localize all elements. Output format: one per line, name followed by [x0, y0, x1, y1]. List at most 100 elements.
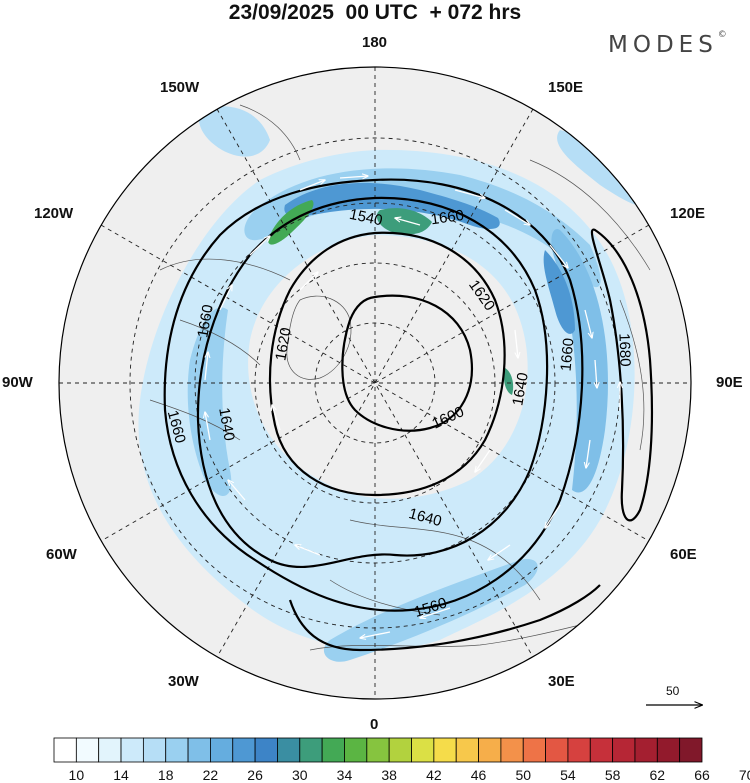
colorbar-tick-label: 34: [336, 767, 353, 783]
colorbar-cell: [165, 737, 189, 763]
contour-1620: [268, 231, 506, 497]
lon-label-120w: 120W: [34, 205, 74, 222]
lon-label-60e: 60E: [670, 546, 697, 563]
colorbar-cell: [455, 737, 479, 763]
coast-alaska: [239, 104, 301, 161]
wind-arrow: [219, 285, 232, 311]
wind-arrow: [228, 480, 246, 501]
pacific-patch: [198, 106, 270, 157]
height-contours: [163, 178, 654, 652]
wind-vectors: [205, 176, 620, 638]
colorbar-tick-label: 26: [247, 767, 263, 783]
colorbar-cell: [366, 737, 390, 763]
wind-arrow: [475, 449, 491, 472]
colorbar-cell: [545, 737, 569, 763]
colorbar-tick-label: 58: [604, 767, 621, 783]
colorbar-tick-label: 54: [560, 767, 576, 783]
colorbar-cell: [589, 737, 614, 763]
colorbar-cell: [500, 737, 524, 763]
contour-1560: [288, 584, 601, 652]
colorbar: [53, 737, 703, 763]
lon-label-120e: 120E: [670, 205, 706, 222]
colorbar-cell: [656, 737, 681, 763]
wind-arrow: [272, 405, 281, 431]
colorbar-cell: [75, 737, 100, 763]
colorbar-cell: [522, 737, 546, 763]
colorbar-tick-label: 42: [426, 767, 442, 783]
jet-core-east: [543, 250, 575, 334]
wind-arrow: [420, 607, 451, 618]
lon-label-180: 180: [362, 34, 388, 51]
wind-scale-label: 50: [666, 684, 680, 698]
colorbar-tick-label: 14: [113, 767, 129, 783]
colorbar-cell: [277, 737, 301, 763]
jet-core-green-east: [503, 368, 514, 395]
colorbar-tick-label: 70: [738, 767, 750, 783]
colorbar-tick-label: 46: [470, 767, 487, 783]
colorbar-tick-label: 66: [694, 767, 710, 783]
wind-arrow: [504, 209, 530, 225]
colorbar-cell: [254, 737, 278, 763]
lon-label-90e: 90E: [716, 374, 743, 391]
contour-label: 1660: [430, 207, 465, 228]
colorbar-tick-label: 50: [515, 767, 532, 783]
colorbar-cell: [98, 737, 122, 763]
contour-1660: [163, 178, 584, 612]
colorbar-cell: [299, 737, 323, 763]
graticule: [59, 67, 691, 699]
contour-label: 1640: [509, 371, 532, 407]
brand-name: MODES: [608, 32, 718, 58]
coast-africa: [309, 619, 601, 651]
wind-arrow: [454, 189, 485, 198]
colorbar-tick-label: 30: [291, 767, 308, 783]
wind-arrow: [205, 352, 208, 381]
colorbar-tick-label: 62: [649, 767, 666, 783]
colorbar-tick-label: 10: [68, 767, 85, 783]
colorbar-cell: [187, 737, 211, 763]
wind-arrow: [549, 244, 568, 268]
wind-arrow: [488, 544, 511, 560]
wind-arrow: [295, 545, 321, 556]
wind-arrow: [586, 439, 591, 468]
colorbar-cell: [210, 737, 234, 763]
lon-label-150e: 150E: [548, 79, 584, 96]
wind-arrow: [545, 504, 561, 528]
jet-core-dark: [284, 182, 500, 230]
wind-arrow: [395, 218, 421, 226]
lon-label-150w: 150W: [160, 79, 200, 96]
colorbar-tick-label: 38: [381, 767, 397, 783]
coast-greenland: [286, 295, 352, 380]
contour-label: 1660: [194, 303, 217, 339]
lon-label-90w: 90W: [2, 374, 33, 391]
wind-arrow: [205, 412, 211, 441]
contour-1600: [341, 294, 473, 432]
colorbar-cell: [679, 737, 703, 763]
colorbar-cell: [567, 737, 591, 763]
contour-label: 1620: [272, 326, 295, 362]
chart-title: 23/09/2025 00 UTC + 072 hrs: [228, 1, 522, 24]
coast-asia: [529, 159, 651, 451]
lon-label-0: 0: [370, 716, 379, 733]
wind-arrow: [595, 359, 597, 388]
lon-label-30e: 30E: [548, 673, 575, 690]
brand-logo: MODES©: [608, 30, 727, 58]
colorbar-cell: [411, 737, 435, 763]
wind-arrow: [299, 180, 325, 191]
wind-arrow: [249, 236, 270, 256]
colorbar-cell: [478, 737, 502, 763]
wind-arrow: [299, 272, 318, 291]
colorbar-cell: [344, 737, 368, 763]
contour-label: 1680: [615, 333, 633, 367]
copyright-mark: ©: [717, 30, 727, 40]
map-border: [58, 66, 692, 700]
colorbar-cell: [321, 737, 345, 763]
coast-canada: [149, 258, 291, 441]
contour-label: 1640: [215, 406, 238, 442]
colorbar-cell: [53, 737, 77, 763]
lon-label-30w: 30W: [168, 673, 199, 690]
contour-label: 1660: [558, 337, 578, 372]
colorbar-cell: [612, 737, 636, 763]
colorbar-cell: [634, 737, 658, 763]
colorbar-tick-label: 22: [202, 767, 219, 783]
